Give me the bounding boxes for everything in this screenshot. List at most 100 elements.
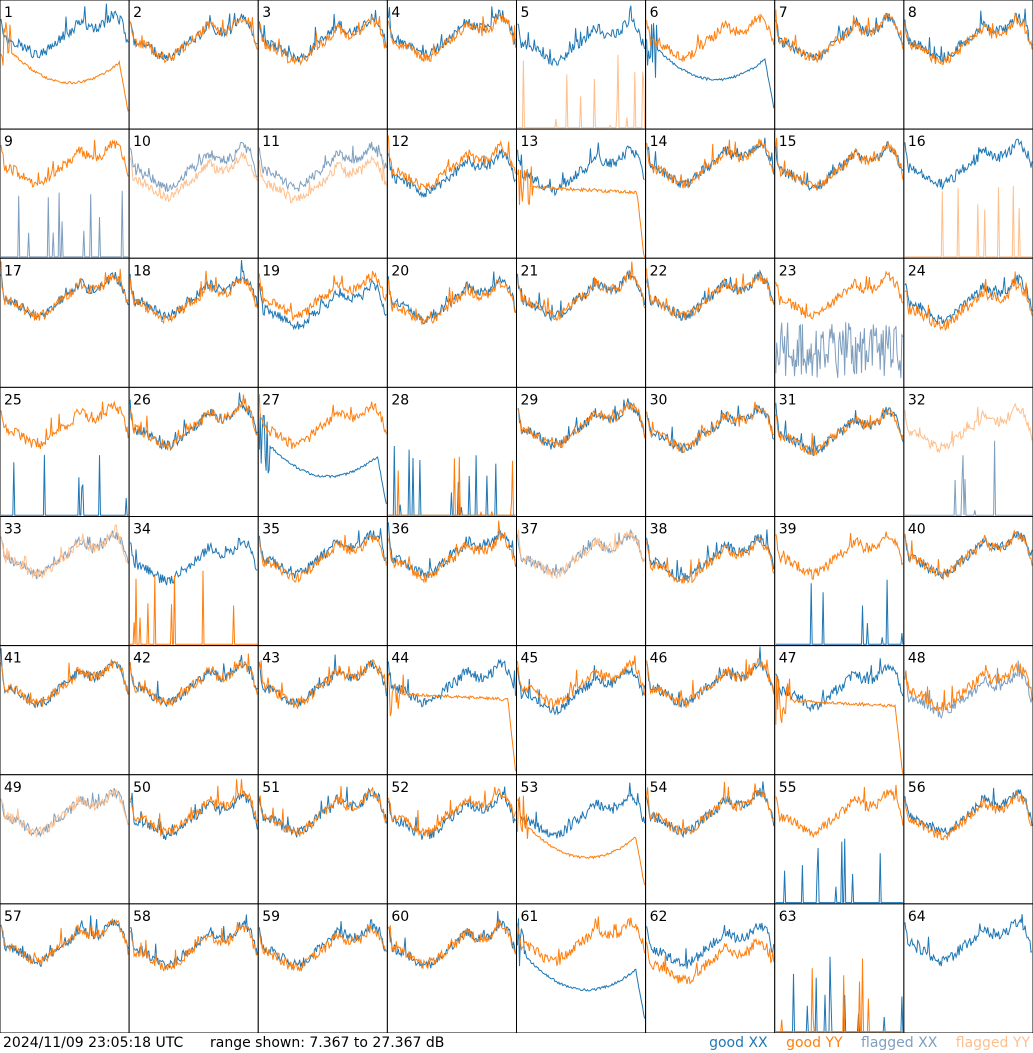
panel-19-xx-line xyxy=(258,279,387,331)
panel-3-label: 3 xyxy=(262,5,271,21)
panel-5-label: 5 xyxy=(521,5,530,21)
panel-45-yy-line xyxy=(517,655,646,709)
panel-26-label: 26 xyxy=(133,392,151,408)
panel-48-yy-line xyxy=(904,662,1033,712)
panel-28-label: 28 xyxy=(391,392,409,408)
panel-19-label: 19 xyxy=(262,263,280,279)
panel-46: 46 xyxy=(645,645,776,776)
panel-frame xyxy=(257,0,388,130)
panel-frame xyxy=(774,128,905,259)
panel-62: 62 xyxy=(645,903,776,1033)
panel-32-yy-line xyxy=(904,402,1033,454)
panel-1: 1 xyxy=(0,0,130,130)
panel-55-label: 55 xyxy=(779,780,797,796)
panel-60: 60 xyxy=(386,903,517,1033)
panel-52-xx-line xyxy=(387,786,516,840)
panel-41-yy-line xyxy=(0,659,129,709)
panel-9-yy-line xyxy=(0,139,129,188)
panel-40-label: 40 xyxy=(908,522,926,538)
panel-frame xyxy=(386,257,517,388)
panel-42-xx-line xyxy=(129,655,258,708)
panel-47-label: 47 xyxy=(779,651,797,667)
legend-flagged-xx-label: XX xyxy=(918,1035,938,1051)
panel-30-yy-line xyxy=(646,401,774,454)
panel-15-yy-line xyxy=(775,137,904,191)
panel-4: 4 xyxy=(386,0,517,130)
panel-36-yy-line xyxy=(387,520,516,584)
panel-58: 58 xyxy=(128,903,259,1033)
panel-11-yy-line xyxy=(258,155,387,204)
panel-7-yy-line xyxy=(775,9,904,64)
panel-10-label: 10 xyxy=(133,134,151,150)
panel-44-label: 44 xyxy=(391,651,409,667)
panel-11-label: 11 xyxy=(262,134,280,150)
panel-51-yy-line xyxy=(258,785,387,837)
panel-48-xx-line xyxy=(904,660,1033,719)
panel-46-yy-line xyxy=(646,658,775,709)
panel-63: 63 xyxy=(774,903,905,1033)
panel-59-label: 59 xyxy=(262,909,280,925)
legend-good-yy: good YY xyxy=(786,1035,842,1051)
panel-45-label: 45 xyxy=(521,651,539,667)
panel-frame xyxy=(903,774,1033,905)
panel-6-yy-line xyxy=(646,13,775,63)
panel-frame xyxy=(386,645,517,776)
panel-18-label: 18 xyxy=(133,263,151,279)
panel-37-yy-line xyxy=(517,529,646,580)
panel-30-xx-line xyxy=(646,404,775,454)
panel-frame xyxy=(386,774,517,905)
panel-48: 48 xyxy=(903,645,1033,776)
panel-frame xyxy=(257,645,388,776)
panel-7: 7 xyxy=(774,0,905,130)
panel-1-label: 1 xyxy=(4,5,13,21)
panel-40: 40 xyxy=(903,516,1033,647)
panel-57-yy-line xyxy=(0,918,129,966)
panel-27-xx-line xyxy=(258,413,387,505)
panel-25-yy-line xyxy=(0,400,129,450)
panel-17: 17 xyxy=(0,257,130,388)
panel-53-xx-line xyxy=(517,782,646,839)
panel-33: 33 xyxy=(0,516,130,647)
panel-57-label: 57 xyxy=(4,909,22,925)
panel-47-xx-line xyxy=(775,658,904,713)
panel-58-label: 58 xyxy=(133,909,151,925)
panel-frame xyxy=(903,516,1033,647)
panel-11: 11 xyxy=(257,128,388,259)
panel-2-label: 2 xyxy=(133,5,142,21)
panel-frame xyxy=(516,128,647,259)
panel-61: 61 xyxy=(516,903,647,1033)
panel-27-yy-line xyxy=(258,394,387,450)
panel-32: 32 xyxy=(903,386,1033,517)
panel-12-yy-line xyxy=(387,135,516,191)
panel-52-label: 52 xyxy=(391,780,409,796)
panel-frame xyxy=(516,774,647,905)
panel-52-yy-line xyxy=(387,786,516,837)
panel-14-yy-line xyxy=(646,138,774,189)
panel-61-yy-line xyxy=(517,916,646,967)
panel-20-yy-line xyxy=(387,279,516,325)
panel-58-yy-line xyxy=(129,921,258,972)
panel-23: 23 xyxy=(774,257,905,388)
panel-27: 27 xyxy=(257,386,388,517)
panel-25: 25 xyxy=(0,386,130,517)
panel-49: 49 xyxy=(0,774,130,905)
panel-41-label: 41 xyxy=(4,651,22,667)
panel-6-label: 6 xyxy=(650,5,659,21)
panel-35: 35 xyxy=(257,516,388,647)
panel-3-yy-line xyxy=(259,15,387,66)
panel-16-label: 16 xyxy=(908,134,926,150)
panel-26: 26 xyxy=(128,386,259,517)
panel-42-label: 42 xyxy=(133,651,151,667)
panel-4-label: 4 xyxy=(391,5,400,21)
panel-8: 8 xyxy=(903,0,1033,130)
panel-62-yy-line xyxy=(646,937,775,985)
panel-9-xx-line xyxy=(1,190,129,258)
panel-2: 2 xyxy=(128,0,259,130)
panel-35-yy-line xyxy=(258,534,387,583)
panel-36: 36 xyxy=(386,516,517,647)
panel-47: 47 xyxy=(774,645,905,776)
panel-19: 19 xyxy=(257,257,388,388)
panel-frame xyxy=(903,903,1033,1033)
panel-12-xx-line xyxy=(387,148,516,198)
panel-56-yy-line xyxy=(904,790,1033,841)
